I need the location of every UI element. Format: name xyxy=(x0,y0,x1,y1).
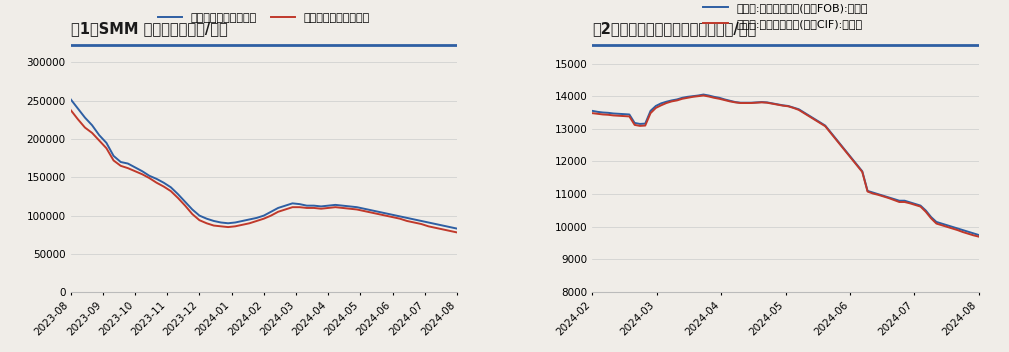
平均价:电池级碳酸锂(离岸FOB):南美洲 xyxy=(697,93,709,97)
平均价:电池级碳酸锂(离岸FOB):南美洲 xyxy=(718,97,731,101)
Line: 电池级碳酸锂－平均价: 电池级碳酸锂－平均价 xyxy=(71,99,457,228)
平均价:电池级碳酸锂(到岸CIF):北美洲 xyxy=(803,114,815,119)
工业级碳酸锂－平均价 xyxy=(108,158,120,163)
平均价:电池级碳酸锂(离岸FOB):南美洲 xyxy=(666,98,678,102)
平均价:电池级碳酸锂(到岸CIF):北美洲 xyxy=(808,118,820,122)
平均价:电池级碳酸锂(到岸CIF):北美洲 xyxy=(973,234,985,239)
平均价:电池级碳酸锂(离岸FOB):南美洲 xyxy=(671,97,683,101)
工业级碳酸锂－平均价 xyxy=(444,229,456,233)
Line: 平均价:电池级碳酸锂(离岸FOB):南美洲: 平均价:电池级碳酸锂(离岸FOB):南美洲 xyxy=(592,95,979,235)
电池级碳酸锂－平均价 xyxy=(208,219,220,223)
Line: 平均价:电池级碳酸锂(到岸CIF):北美洲: 平均价:电池级碳酸锂(到岸CIF):北美洲 xyxy=(592,95,979,237)
平均价:电池级碳酸锂(到岸CIF):北美洲 xyxy=(941,225,954,229)
平均价:电池级碳酸锂(到岸CIF):北美洲 xyxy=(671,98,683,102)
电池级碳酸锂－平均价 xyxy=(65,97,77,101)
平均价:电池级碳酸锂(到岸CIF):北美洲 xyxy=(666,99,678,103)
工业级碳酸锂－平均价 xyxy=(208,224,220,228)
Legend: 平均价:电池级碳酸锂(离岸FOB):南美洲, 平均价:电池级碳酸锂(到岸CIF):北美洲: 平均价:电池级碳酸锂(离岸FOB):南美洲, 平均价:电池级碳酸锂(到岸CIF)… xyxy=(698,0,873,33)
平均价:电池级碳酸锂(离岸FOB):南美洲 xyxy=(973,233,985,237)
工业级碳酸锂－平均价 xyxy=(136,172,148,176)
电池级碳酸锂－平均价 xyxy=(136,169,148,173)
Legend: 电池级碳酸锂－平均价, 工业级碳酸锂－平均价: 电池级碳酸锂－平均价, 工业级碳酸锂－平均价 xyxy=(153,9,374,27)
平均价:电池级碳酸锂(离岸FOB):南美洲 xyxy=(941,223,954,227)
平均价:电池级碳酸锂(到岸CIF):北美洲 xyxy=(586,111,598,115)
电池级碳酸锂－平均价 xyxy=(157,181,170,185)
电池级碳酸锂－平均价 xyxy=(451,226,463,231)
Line: 工业级碳酸锂－平均价: 工业级碳酸锂－平均价 xyxy=(71,110,457,232)
工业级碳酸锂－平均价 xyxy=(157,184,170,189)
Text: 图2：海外电池级碳酸锂价格（美元/吨）: 图2：海外电池级碳酸锂价格（美元/吨） xyxy=(592,21,757,36)
电池级碳酸锂－平均价 xyxy=(408,217,420,221)
工业级碳酸锂－平均价 xyxy=(408,220,420,225)
电池级碳酸锂－平均价 xyxy=(444,225,456,229)
平均价:电池级碳酸锂(离岸FOB):南美洲 xyxy=(803,114,815,118)
平均价:电池级碳酸锂(离岸FOB):南美洲 xyxy=(586,109,598,113)
工业级碳酸锂－平均价 xyxy=(65,108,77,112)
Text: 图1：SMM 碳酸锂价格（元/吨）: 图1：SMM 碳酸锂价格（元/吨） xyxy=(71,21,227,36)
平均价:电池级碳酸锂(到岸CIF):北美洲 xyxy=(697,93,709,98)
电池级碳酸锂－平均价 xyxy=(108,154,120,158)
平均价:电池级碳酸锂(到岸CIF):北美洲 xyxy=(718,98,731,102)
平均价:电池级碳酸锂(离岸FOB):南美洲 xyxy=(808,117,820,121)
工业级碳酸锂－平均价 xyxy=(451,230,463,234)
